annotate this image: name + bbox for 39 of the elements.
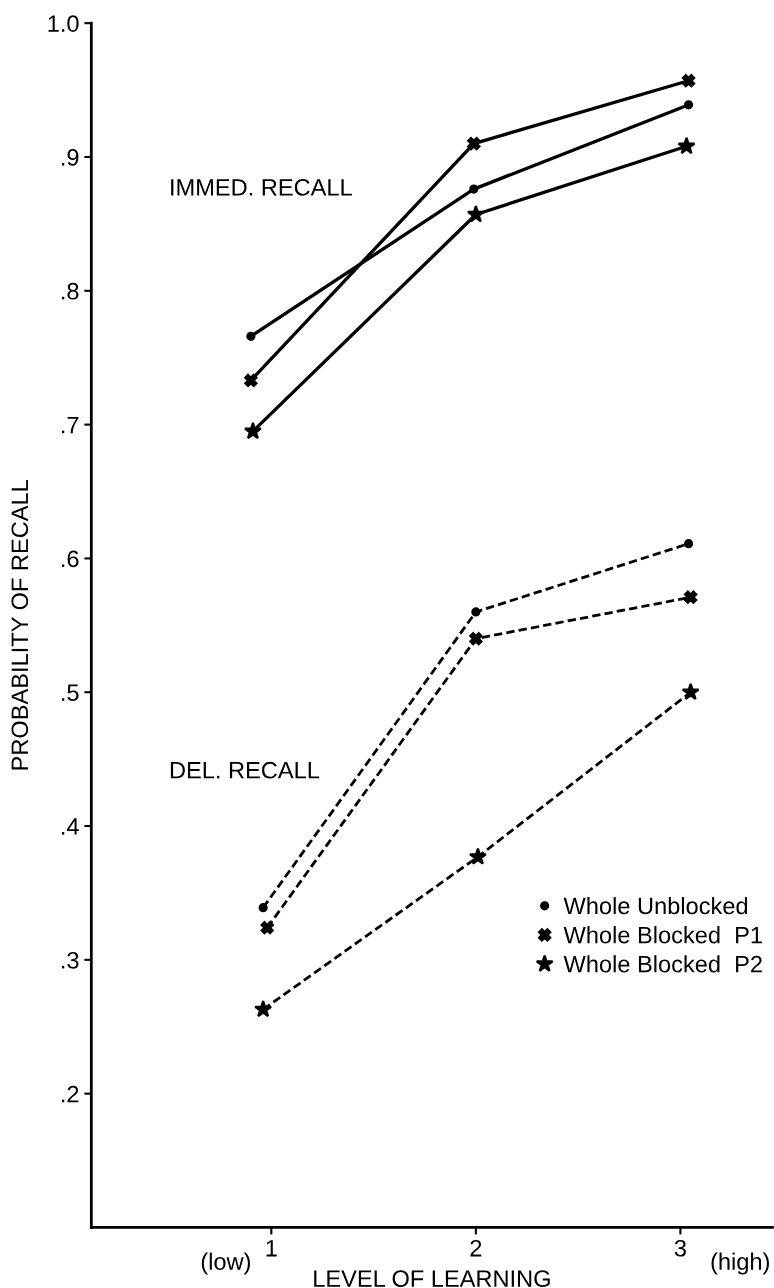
y-tick-label: 1.0 <box>48 15 79 32</box>
point <box>244 373 258 388</box>
point <box>467 136 481 151</box>
legend-label: Whole Blocked P2 <box>563 955 762 973</box>
point <box>681 682 700 701</box>
y-tick-label: .3 <box>61 951 79 969</box>
point <box>471 607 481 617</box>
point <box>254 999 273 1018</box>
y-tick-label: .9 <box>61 149 79 166</box>
point <box>246 331 256 341</box>
x-tick-label: 1 <box>266 1240 277 1257</box>
y-tick-label: .6 <box>61 550 79 568</box>
point <box>681 74 696 88</box>
y-tick-label: .8 <box>61 282 79 300</box>
text: (high) <box>711 1252 769 1275</box>
legend-label: Whole Unblocked <box>563 896 748 915</box>
point <box>243 421 262 440</box>
point <box>684 539 694 549</box>
point <box>468 847 487 865</box>
y-axis-title: PROBABILITY OF RECALL <box>11 480 29 770</box>
y-tick-label: .5 <box>61 684 79 702</box>
point <box>466 205 485 223</box>
annotation: IMMED. RECALL <box>171 178 352 196</box>
text: (low) <box>201 1252 250 1275</box>
y-tick-label: .2 <box>61 1085 79 1103</box>
point <box>683 590 698 604</box>
point <box>677 136 696 155</box>
annotation: DEL. RECALL <box>170 761 320 779</box>
point <box>469 632 483 646</box>
point <box>260 921 274 935</box>
point <box>469 184 479 194</box>
point <box>258 903 268 913</box>
x-tick-label: 3 <box>674 1239 686 1257</box>
x-tick-label: 2 <box>470 1239 482 1257</box>
point <box>684 100 694 110</box>
y-tick-label: .4 <box>61 818 79 835</box>
x-axis-title: LEVEL OF LEARNING <box>314 1270 550 1287</box>
y-tick-label: .7 <box>61 416 79 434</box>
legend-label: Whole Blocked P1 <box>563 926 762 944</box>
